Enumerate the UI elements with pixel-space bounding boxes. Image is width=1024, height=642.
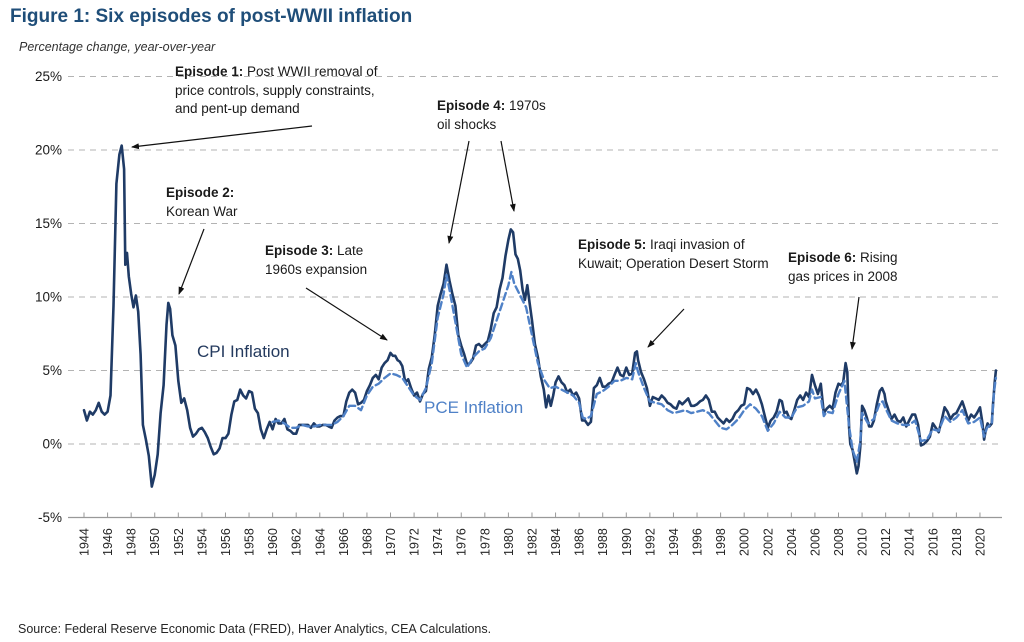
x-tick-label-1952: 1952 bbox=[172, 528, 186, 556]
annotation-episode-5: Episode 5: Iraqi invasion of Kuwait; Ope… bbox=[578, 236, 770, 273]
figure-title: Figure 1: Six episodes of post-WWII infl… bbox=[10, 6, 413, 27]
x-tick-label-1954: 1954 bbox=[195, 528, 209, 556]
annotation-episode-3: Episode 3: Late 1960s expansion bbox=[265, 242, 375, 279]
annotation-arrow-ep6 bbox=[849, 296, 860, 350]
annotation-arrow-ep1 bbox=[131, 125, 313, 150]
annotation-episode-4-label: Episode 4: bbox=[437, 98, 506, 113]
x-tick-label-2012: 2012 bbox=[879, 528, 893, 556]
annotation-episode-1-text: Post WWII removal of price controls, sup… bbox=[175, 64, 378, 117]
annotation-episode-5-label: Episode 5: bbox=[578, 237, 647, 252]
y-tick-label-15: 15% bbox=[35, 216, 62, 231]
annotation-episode-2-label: Episode 2: bbox=[166, 185, 235, 200]
x-tick-label-2018: 2018 bbox=[950, 528, 964, 556]
x-tick-label-2014: 2014 bbox=[903, 528, 917, 556]
annotation-arrow-ep4b bbox=[500, 140, 516, 212]
x-tick-label-1964: 1964 bbox=[313, 528, 327, 556]
x-tick-label-1976: 1976 bbox=[455, 528, 469, 556]
x-tick-label-1996: 1996 bbox=[691, 528, 705, 556]
x-tick-label-2006: 2006 bbox=[808, 528, 822, 556]
annotation-episode-4-text: 1970s oil shocks bbox=[437, 98, 546, 132]
pce-line bbox=[271, 270, 998, 463]
x-tick-label-1978: 1978 bbox=[478, 528, 492, 556]
annotation-episode-1-label: Episode 1: bbox=[175, 64, 244, 79]
x-tick-label-1998: 1998 bbox=[714, 528, 728, 556]
x-tick-label-1960: 1960 bbox=[266, 528, 280, 556]
x-tick-label-1962: 1962 bbox=[290, 528, 304, 556]
x-tick-label-1944: 1944 bbox=[78, 528, 92, 556]
x-tick-label-2008: 2008 bbox=[832, 528, 846, 556]
x-tick-label-1982: 1982 bbox=[525, 528, 539, 556]
x-tick-label-1990: 1990 bbox=[620, 528, 634, 556]
annotation-episode-3-label: Episode 3: bbox=[265, 243, 334, 258]
annotation-episode-6: Episode 6: Rising gas prices in 2008 bbox=[788, 249, 908, 286]
x-tick-label-1974: 1974 bbox=[431, 528, 445, 556]
x-tick-label-1956: 1956 bbox=[219, 528, 233, 556]
annotation-arrow-ep2 bbox=[178, 228, 205, 295]
y-tick-label--5: -5% bbox=[38, 510, 62, 525]
y-tick-label-20: 20% bbox=[35, 143, 62, 158]
cpi-series-label: CPI Inflation bbox=[197, 342, 290, 361]
x-tick-label-2010: 2010 bbox=[856, 528, 870, 556]
x-tick-label-1980: 1980 bbox=[502, 528, 516, 556]
annotation-episode-6-label: Episode 6: bbox=[788, 250, 857, 265]
x-tick-label-1950: 1950 bbox=[148, 528, 162, 556]
x-tick-label-2016: 2016 bbox=[926, 528, 940, 556]
cpi-line bbox=[82, 144, 998, 488]
x-tick-label-1966: 1966 bbox=[337, 528, 351, 556]
x-tick-label-1988: 1988 bbox=[596, 528, 610, 556]
x-tick-label-2004: 2004 bbox=[785, 528, 799, 556]
pce-series-label: PCE Inflation bbox=[424, 398, 524, 417]
annotation-arrow-ep5 bbox=[647, 308, 685, 348]
x-tick-label-1984: 1984 bbox=[549, 528, 563, 556]
x-tick-label-1972: 1972 bbox=[408, 528, 422, 556]
y-tick-label-10: 10% bbox=[35, 290, 62, 305]
x-tick-label-2020: 2020 bbox=[973, 528, 987, 556]
annotation-episode-4: Episode 4: 1970s oil shocks bbox=[437, 97, 549, 134]
x-tick-label-1992: 1992 bbox=[643, 528, 657, 556]
x-tick-label-1958: 1958 bbox=[243, 528, 257, 556]
annotation-episode-2-text: Korean War bbox=[166, 203, 238, 219]
x-tick-label-1994: 1994 bbox=[667, 528, 681, 556]
source-note: Source: Federal Reserve Economic Data (F… bbox=[18, 622, 492, 636]
y-tick-label-0: 0% bbox=[42, 437, 62, 452]
annotation-arrow-ep4a bbox=[447, 140, 470, 244]
annotation-episode-2: Episode 2: Korean War bbox=[166, 184, 266, 221]
x-tick-label-2000: 2000 bbox=[738, 528, 752, 556]
x-tick-label-1946: 1946 bbox=[101, 528, 115, 556]
annotation-episode-6-text: Rising gas prices in 2008 bbox=[788, 250, 898, 284]
y-tick-label-25: 25% bbox=[35, 69, 62, 84]
x-tick-label-2002: 2002 bbox=[761, 528, 775, 556]
annotation-episode-3-text: Late 1960s expansion bbox=[265, 243, 368, 277]
x-tick-label-1986: 1986 bbox=[573, 528, 587, 556]
y-tick-label-5: 5% bbox=[42, 363, 62, 378]
x-tick-label-1968: 1968 bbox=[360, 528, 374, 556]
annotation-arrow-ep3 bbox=[305, 287, 388, 341]
axis-units-subtitle: Percentage change, year-over-year bbox=[19, 40, 216, 54]
x-tick-label-1948: 1948 bbox=[125, 528, 139, 556]
x-tick-label-1970: 1970 bbox=[384, 528, 398, 556]
annotation-episode-1: Episode 1: Post WWII removal of price co… bbox=[175, 63, 391, 119]
annotation-episode-5-text: Iraqi invasion of Kuwait; Operation Dese… bbox=[578, 237, 769, 271]
